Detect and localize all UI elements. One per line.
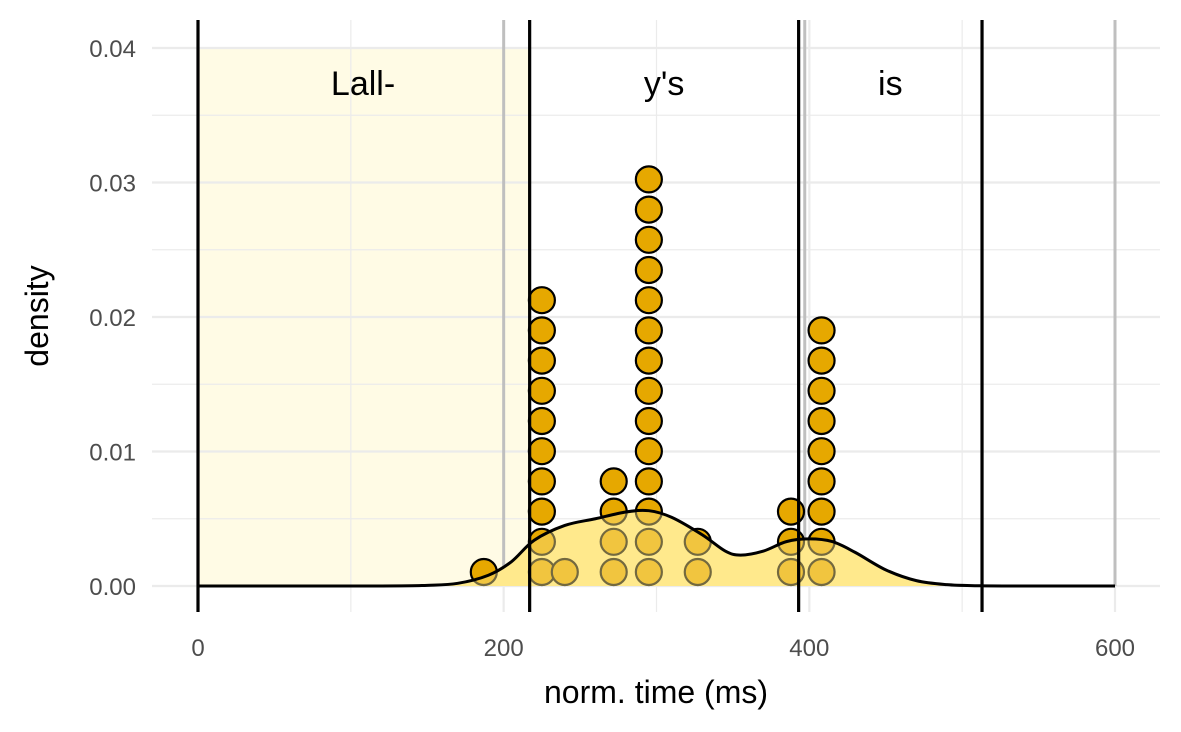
x-tick-label-2: 400: [789, 635, 829, 662]
dot-3-1: [599, 527, 628, 556]
density-line: [197, 508, 1116, 588]
dot-1-3: [527, 467, 556, 496]
dot-7-5: [807, 406, 836, 436]
x-tick-label-0: 0: [191, 635, 204, 662]
dot-7-4: [807, 437, 836, 466]
reference-lines-layer: [502, 20, 1117, 586]
x-tick-label-3: 600: [1095, 635, 1135, 662]
word-boundaries-layer: [196, 20, 984, 612]
dot-4-13: [634, 165, 663, 194]
dot-4-6: [634, 376, 663, 405]
word-label-1: y's: [644, 65, 685, 103]
dot-4-0: [634, 557, 663, 587]
dot-7-2: [807, 497, 836, 526]
y-axis-title: density: [19, 265, 55, 366]
dot-7-8: [807, 316, 836, 345]
x-tick-label-1: 200: [484, 635, 524, 662]
dot-7-0: [807, 557, 836, 587]
dot-4-4: [634, 437, 663, 466]
word-label-0: Lall-: [331, 65, 395, 103]
y-tick-label-2: 0.02: [89, 305, 136, 332]
dot-1-5: [527, 406, 556, 436]
dot-1-4: [527, 437, 556, 466]
dot-7-3: [807, 467, 836, 496]
y-tick-label-0: 0.00: [89, 574, 136, 601]
dot-4-9: [634, 286, 663, 315]
x-axis-title: norm. time (ms): [544, 674, 768, 710]
dot-7-6: [807, 376, 836, 405]
y-tick-label-1: 0.01: [89, 440, 136, 467]
dot-4-5: [634, 406, 663, 436]
dot-4-10: [634, 255, 663, 285]
density-overlay: [198, 510, 1115, 587]
dot-4-8: [634, 316, 663, 345]
dot-3-3: [599, 467, 628, 496]
word-labels-layer: Lall-y's is: [331, 65, 903, 103]
y-tick-label-4: 0.04: [89, 36, 136, 63]
dot-4-11: [634, 225, 663, 254]
dot-3-0: [599, 557, 628, 587]
dot-7-7: [807, 346, 836, 375]
tick-labels-layer: 0 200 400 600 0.00 0.01 0.02 0.03 0.04: [89, 36, 1135, 662]
y-tick-label-3: 0.03: [89, 171, 136, 198]
dot-1-2: [527, 497, 556, 526]
dot-5-0: [683, 557, 712, 587]
dot-1-9: [527, 286, 556, 315]
dot-4-7: [634, 346, 663, 375]
dot-1-7: [527, 346, 556, 375]
dot-1-8: [527, 316, 556, 345]
dot-4-12: [634, 195, 663, 224]
dot-4-3: [634, 467, 663, 496]
dot-1-6: [527, 376, 556, 405]
word-label-2: is: [878, 65, 903, 103]
dot-4-1: [634, 527, 663, 556]
dot-2-0: [550, 557, 579, 587]
